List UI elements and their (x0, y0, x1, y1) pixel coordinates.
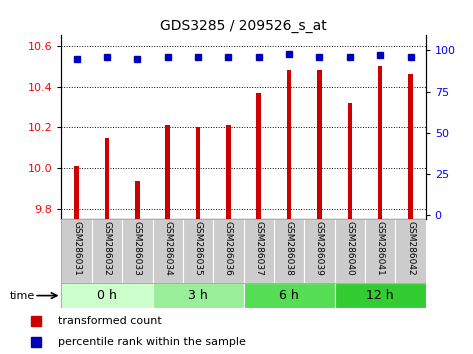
Text: 0 h: 0 h (97, 289, 117, 302)
Text: GSM286033: GSM286033 (133, 221, 142, 276)
Bar (365, 219, 395, 283)
Text: GSM286042: GSM286042 (406, 221, 415, 276)
Text: GSM286038: GSM286038 (285, 221, 294, 276)
Text: GSM286035: GSM286035 (193, 221, 202, 276)
Bar (122, 219, 152, 283)
Bar (61, 219, 92, 283)
Text: GSM286034: GSM286034 (163, 221, 172, 276)
Bar (196, 127, 201, 219)
Bar (244, 283, 334, 308)
Bar (74, 166, 79, 219)
Bar (135, 181, 140, 219)
Text: GSM286032: GSM286032 (103, 221, 112, 276)
Text: percentile rank within the sample: percentile rank within the sample (58, 337, 245, 348)
Bar (378, 66, 383, 219)
Bar (395, 219, 426, 283)
Text: GSM286037: GSM286037 (254, 221, 263, 276)
Bar (287, 70, 291, 219)
Bar (244, 219, 274, 283)
Bar (317, 70, 322, 219)
Bar (183, 219, 213, 283)
Bar (348, 103, 352, 219)
Bar (408, 74, 413, 219)
Bar (61, 283, 152, 308)
Bar (334, 219, 365, 283)
Text: 3 h: 3 h (188, 289, 208, 302)
Bar (304, 219, 334, 283)
Bar (152, 283, 244, 308)
Text: 12 h: 12 h (367, 289, 394, 302)
Title: GDS3285 / 209526_s_at: GDS3285 / 209526_s_at (160, 19, 327, 33)
Text: GSM286039: GSM286039 (315, 221, 324, 276)
Text: time: time (9, 291, 35, 301)
Bar (334, 283, 426, 308)
Bar (213, 219, 244, 283)
Bar (226, 125, 231, 219)
Text: transformed count: transformed count (58, 316, 161, 326)
Bar (152, 219, 183, 283)
Bar (166, 125, 170, 219)
Text: GSM286040: GSM286040 (345, 221, 354, 276)
Bar (105, 138, 109, 219)
Text: 6 h: 6 h (279, 289, 299, 302)
Text: GSM286031: GSM286031 (72, 221, 81, 276)
Bar (256, 93, 261, 219)
Bar (92, 219, 122, 283)
Text: GSM286036: GSM286036 (224, 221, 233, 276)
Text: GSM286041: GSM286041 (376, 221, 385, 276)
Bar (274, 219, 304, 283)
